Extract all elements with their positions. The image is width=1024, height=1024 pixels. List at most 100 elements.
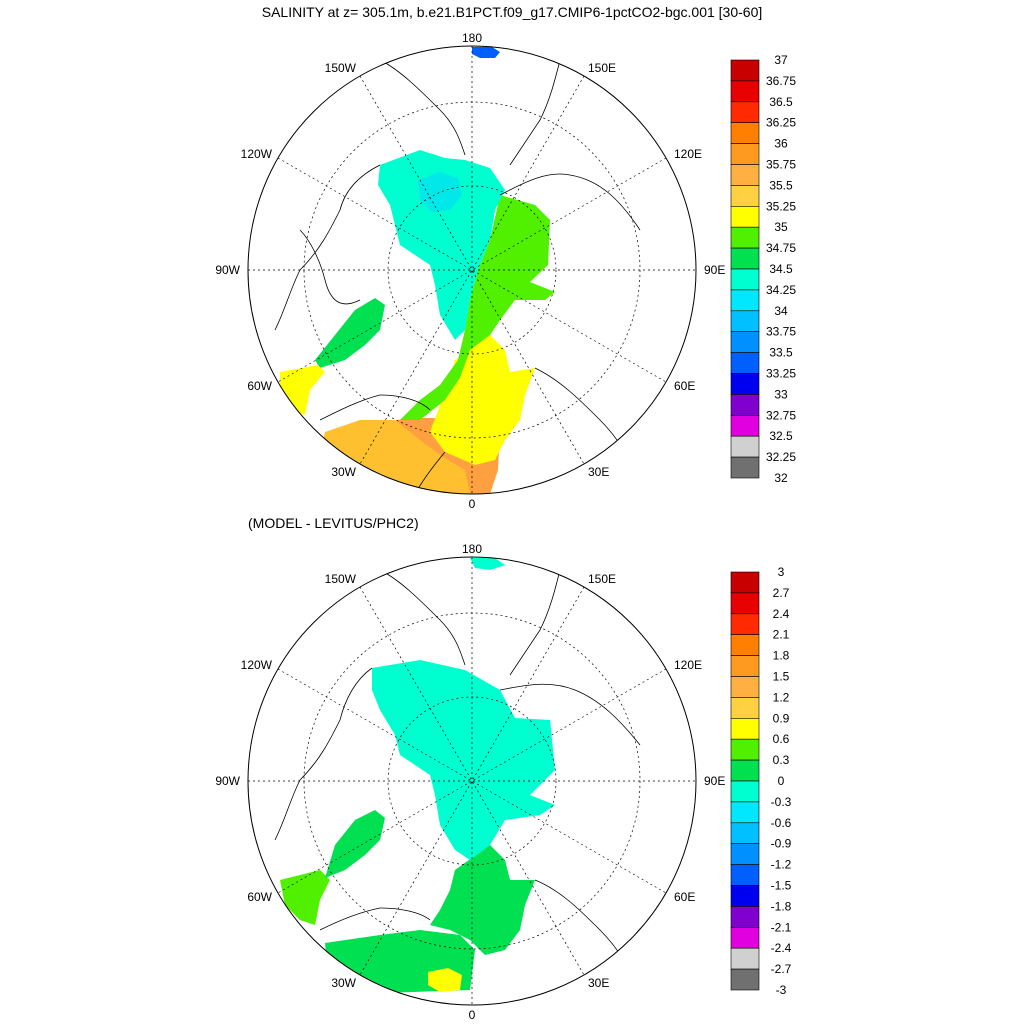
bottom-longitude-labels: 180 0 90W 90E 150W 150E 120W 120E 60W 60… [215,542,725,1022]
bering-strait-patch [472,47,500,58]
top-lon-60e: 60E [674,379,695,393]
bottom-graticule [248,557,696,1005]
top-lon-30e: 30E [588,465,609,479]
top-lon-90e: 90E [704,263,725,277]
top-colorbar-swatch [730,122,760,144]
bottom-colorbar-swatch [730,885,760,907]
bottom-lon-120w: 120W [241,658,273,672]
top-longitude-labels: 180 0 90W 90E 150W 150E 120W 120E 60W 60… [215,31,725,511]
top-colorbar-label: 37 [774,53,788,67]
bottom-colorbar-swatch [730,759,760,782]
top-colorbar-label: 32 [774,471,788,485]
top-panel: SALINITY at z= 305.1m, b.e21.B1PCT.f09_g… [215,4,796,511]
bottom-panel-title: (MODEL - LEVITUS/PHC2) [248,515,419,531]
eurasian-basin-region [400,195,555,420]
bottom-colorbar-swatch [730,801,760,824]
top-colorbar-label: 36.75 [766,74,796,88]
bottom-colorbar-label: 0.3 [773,753,790,767]
bottom-colorbar-swatch [730,655,760,677]
top-colorbar-swatch [730,352,760,374]
top-colorbar-swatch [730,268,760,291]
bottom-colorbar-label: 0.6 [773,732,790,746]
top-colorbar-swatch [730,185,760,207]
top-colorbar-swatch [730,101,760,124]
bottom-colorbar-swatch [730,968,760,991]
bottom-colorbar-swatch [730,571,760,594]
top-colorbar-label: 35.5 [769,178,793,192]
top-colorbar-swatch [730,59,760,82]
bottom-colorbar-swatch [730,843,760,865]
top-colorbar-label: 35.75 [766,158,796,172]
bottom-colorbar-swatch [730,926,760,949]
top-lon-150e: 150E [588,61,616,75]
top-colorbar-swatch [730,394,760,416]
bottom-atlantic-inflow-region [430,845,535,955]
top-colorbar-label: 33.75 [766,325,796,339]
top-colorbar-swatch [730,80,760,103]
top-colorbar-label: 36.5 [769,95,793,109]
top-colorbar-label: 32.5 [769,429,793,443]
bottom-panel: (MODEL - LEVITUS/PHC2) [215,515,791,1022]
bottom-lon-0: 0 [469,1008,476,1022]
bottom-colorbar-swatch [730,822,760,844]
bottom-colorbar-label: 2.4 [773,607,790,621]
top-colorbar-swatch [730,331,760,353]
top-colorbar-label: 33.5 [769,346,793,360]
bottom-colorbar-swatch [730,738,760,761]
canada-basin-region [378,150,505,340]
top-colorbar-label: 34 [774,304,788,318]
bottom-colorbar-label: -0.9 [771,837,792,851]
bottom-lon-120e: 120E [674,658,702,672]
bottom-colorbar-swatch [730,717,760,740]
bottom-colorbar-label: -2.1 [771,920,792,934]
bottom-colorbar-label: -0.3 [771,795,792,809]
bottom-colorbar-swatch [730,592,760,615]
top-colorbar-label: 34.25 [766,283,796,297]
top-lon-120e: 120E [674,147,702,161]
bottom-colorbar-label: 0.9 [773,711,790,725]
bottom-map-border [247,556,697,1006]
top-colorbar-label: 32.25 [766,450,796,464]
bottom-lon-60e: 60E [674,890,695,904]
bottom-labrador-region [280,870,330,925]
bottom-colorbar-label: -0.6 [771,816,792,830]
top-colorbar-swatch [730,143,760,165]
bottom-coastlines [274,569,641,991]
bottom-colorbar-swatch [730,634,760,656]
top-lon-60w: 60W [247,379,272,393]
top-colorbar-label: 36 [774,137,788,151]
top-colorbar-swatch [730,310,760,332]
bottom-lon-90w: 90W [215,774,240,788]
top-colorbar-label: 34.5 [769,262,793,276]
top-graticule [248,46,696,494]
top-map-border [247,45,697,495]
bottom-colorbar-swatch [730,864,760,886]
bottom-bering-patch [470,558,505,570]
bottom-lon-150e: 150E [588,572,616,586]
top-colorbar-label: 34.75 [766,241,796,255]
bottom-colorbar-swatch [730,613,760,635]
bottom-colorbar-label: -3 [776,983,787,997]
top-colorbar-label: 33 [774,387,788,401]
bottom-colorbar-swatch [730,676,760,698]
top-colorbar-swatch [730,414,760,437]
top-colorbar-swatch [730,164,760,186]
bottom-colorbar-label: 0 [778,774,785,788]
bottom-colorbar-label: -1.8 [771,899,792,913]
bottom-colorbar-label: -2.4 [771,941,792,955]
bottom-colorbar-swatch [730,947,760,970]
top-colorbar-swatch [730,373,760,395]
bottom-lon-180: 180 [462,542,482,556]
bottom-lon-150w: 150W [325,572,357,586]
top-coastlines [274,59,641,494]
top-colorbar-label: 33.25 [766,367,796,381]
bottom-colorbar-swatch [730,780,760,803]
bottom-lon-30w: 30W [331,976,356,990]
top-colorbar-swatch [730,206,760,228]
top-colorbar-swatch [730,456,760,479]
bottom-colorbar-label: 1.5 [773,670,790,684]
top-colorbar-label: 35.25 [766,199,796,213]
bottom-colorbar-label: -1.2 [771,858,792,872]
top-colorbar-swatch [730,226,760,249]
